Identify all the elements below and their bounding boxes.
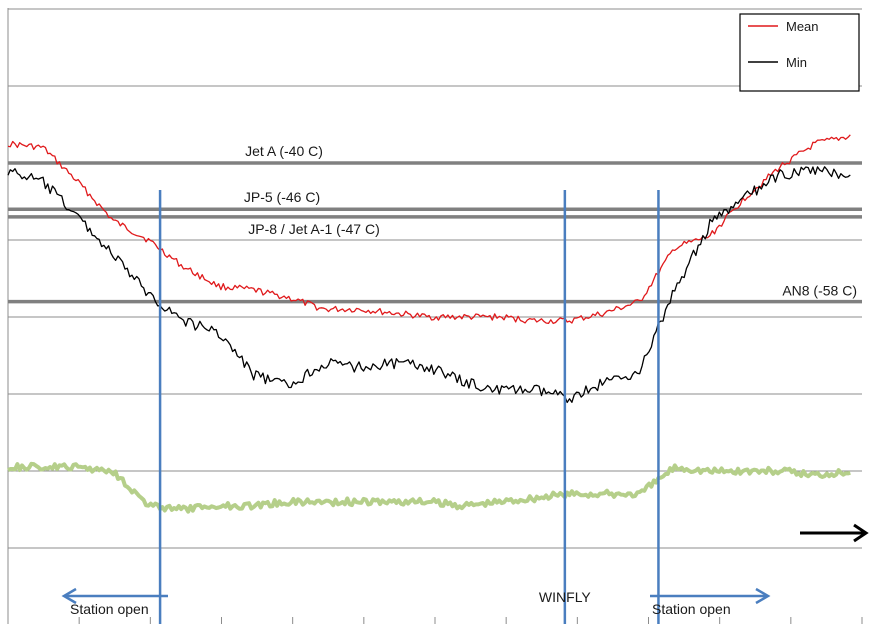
threshold-label: AN8 (-58 C)	[782, 283, 857, 299]
threshold-label: Jet A (-40 C)	[245, 143, 323, 159]
right-black-arrow	[800, 523, 869, 543]
station-open-right-arrowhead	[755, 587, 771, 605]
vertical-marker-label: WINFLY	[539, 589, 592, 605]
station-open-right-label: Station open	[652, 601, 731, 617]
vertical-markers: WINFLY	[158, 190, 660, 624]
annotation-station-open-left: Station open	[61, 587, 168, 617]
station-open-left-arrowhead	[61, 587, 77, 605]
legend: Mean Min	[739, 13, 860, 92]
threshold-labels: Jet A (-40 C) JP-5 (-46 C) JP-8 / Jet A-1 …	[244, 143, 857, 299]
series-third-line	[7, 461, 851, 514]
black-arrowhead	[853, 523, 869, 543]
annotation-station-open-right: Station open	[650, 587, 771, 617]
legend-label-min: Min	[786, 55, 807, 70]
threshold-label: JP-8 / Jet A-1 (-47 C)	[248, 221, 379, 237]
legend-label-mean: Mean	[786, 19, 819, 34]
gridlines	[7, 8, 862, 624]
threshold-label: JP-5 (-46 C)	[244, 189, 320, 205]
series-min-line	[7, 166, 851, 404]
station-open-left-label: Station open	[70, 601, 149, 617]
series-lines	[7, 134, 851, 514]
legend-box	[739, 13, 860, 92]
x-axis-ticks	[7, 617, 863, 624]
threshold-lines	[8, 161, 862, 304]
series-mean-line	[7, 134, 851, 325]
